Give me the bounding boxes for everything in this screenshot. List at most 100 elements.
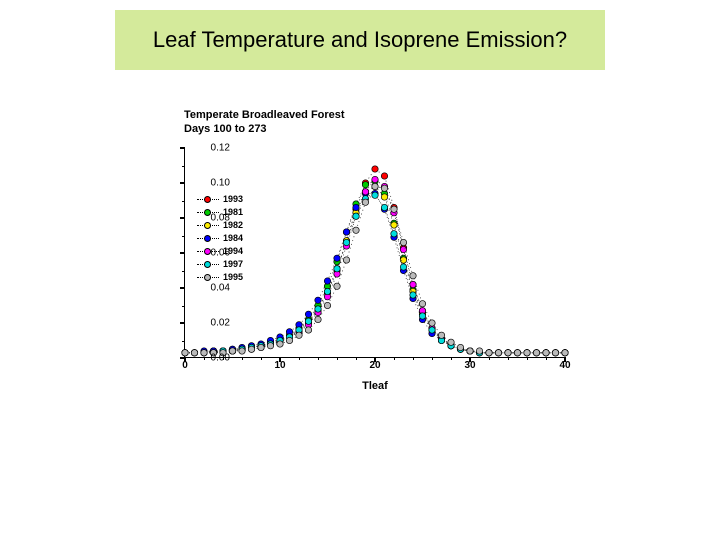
x-tick-minor: [546, 357, 547, 360]
series-marker: [400, 239, 406, 245]
series-marker: [457, 344, 463, 350]
x-tick-minor: [242, 357, 243, 360]
y-tick-label: 0.04: [211, 283, 230, 294]
x-tick-minor: [432, 357, 433, 360]
series-marker: [296, 332, 302, 338]
legend-line: [197, 199, 219, 200]
x-tick-label: 0: [182, 360, 188, 371]
series-marker: [552, 350, 558, 356]
series-marker: [353, 227, 359, 233]
series-marker: [343, 229, 349, 235]
series-marker: [305, 318, 311, 324]
x-tick-minor: [204, 357, 205, 360]
series-marker: [277, 341, 283, 347]
legend-label: 1984: [223, 232, 243, 246]
series-marker: [258, 344, 264, 350]
xlabel-text: Tleaf: [362, 380, 388, 392]
series-marker: [324, 288, 330, 294]
x-tick-minor: [337, 357, 338, 360]
y-tick: [180, 322, 185, 324]
legend: 1993198119821984199419971995: [197, 193, 243, 284]
x-tick-label: 10: [274, 360, 285, 371]
legend-row: 1993: [197, 193, 243, 206]
subtitle-line2: Days 100 to 273: [184, 123, 267, 135]
series-marker: [419, 313, 425, 319]
x-tick-label: 30: [464, 360, 475, 371]
legend-line: [197, 238, 219, 239]
series-marker: [381, 185, 387, 191]
legend-label: 1993: [223, 193, 243, 207]
chart-container: Temperate Broadleaved Forest Days 100 to…: [144, 108, 576, 408]
series-marker: [239, 348, 245, 354]
series-marker: [315, 297, 321, 303]
series-marker: [315, 316, 321, 322]
legend-line: [197, 225, 219, 226]
series-marker: [438, 332, 444, 338]
legend-row: 1984: [197, 232, 243, 245]
legend-line: [197, 264, 219, 265]
series-marker: [343, 257, 349, 263]
y-tick: [180, 217, 185, 219]
series-marker: [410, 292, 416, 298]
legend-marker: [204, 235, 211, 242]
chart-subtitle: Temperate Broadleaved Forest Days 100 to…: [184, 108, 345, 137]
series-marker: [419, 301, 425, 307]
series-marker: [400, 257, 406, 263]
series-marker: [267, 343, 273, 349]
series-marker: [229, 348, 235, 354]
y-tick-minor: [182, 201, 185, 202]
x-tick-minor: [413, 357, 414, 360]
series-marker: [533, 350, 539, 356]
y-tick-minor: [182, 306, 185, 307]
y-tick-label: 0.00: [211, 353, 230, 364]
series-marker: [429, 327, 435, 333]
series-marker: [362, 199, 368, 205]
x-tick-minor: [318, 357, 319, 360]
x-tick-minor: [299, 357, 300, 360]
series-marker: [486, 350, 492, 356]
series-marker: [381, 194, 387, 200]
y-tick: [180, 252, 185, 254]
series-marker: [495, 350, 501, 356]
series-marker: [391, 231, 397, 237]
x-tick-minor: [394, 357, 395, 360]
series-marker: [476, 348, 482, 354]
series-marker: [324, 302, 330, 308]
y-tick-minor: [182, 271, 185, 272]
series-marker: [305, 327, 311, 333]
legend-marker: [204, 196, 211, 203]
y-tick: [180, 147, 185, 149]
x-tick-minor: [527, 357, 528, 360]
legend-marker: [204, 261, 211, 268]
y-tick: [180, 182, 185, 184]
series-marker: [372, 166, 378, 172]
x-tick-minor: [451, 357, 452, 360]
series-marker: [505, 350, 511, 356]
series-marker: [334, 266, 340, 272]
y-tick-label: 0.06: [211, 248, 230, 259]
series-marker: [334, 283, 340, 289]
series-marker: [543, 350, 549, 356]
series-marker: [372, 183, 378, 189]
series-marker: [248, 346, 254, 352]
series-marker: [562, 350, 568, 356]
x-axis-label: Tleaf: [185, 380, 565, 392]
legend-row: 1997: [197, 258, 243, 271]
x-tick-minor: [489, 357, 490, 360]
x-tick-minor: [261, 357, 262, 360]
y-tick-label: 0.02: [211, 318, 230, 329]
legend-label: 1997: [223, 258, 243, 272]
series-marker: [315, 306, 321, 312]
y-tick-minor: [182, 341, 185, 342]
series-marker: [343, 239, 349, 245]
series-marker: [524, 350, 530, 356]
series-marker: [448, 339, 454, 345]
series-marker: [305, 311, 311, 317]
y-tick-minor: [182, 236, 185, 237]
y-tick-minor: [182, 166, 185, 167]
series-marker: [429, 320, 435, 326]
subtitle-line1: Temperate Broadleaved Forest: [184, 109, 345, 121]
series-marker: [334, 255, 340, 261]
series-marker: [286, 337, 292, 343]
y-tick-label: 0.08: [211, 213, 230, 224]
